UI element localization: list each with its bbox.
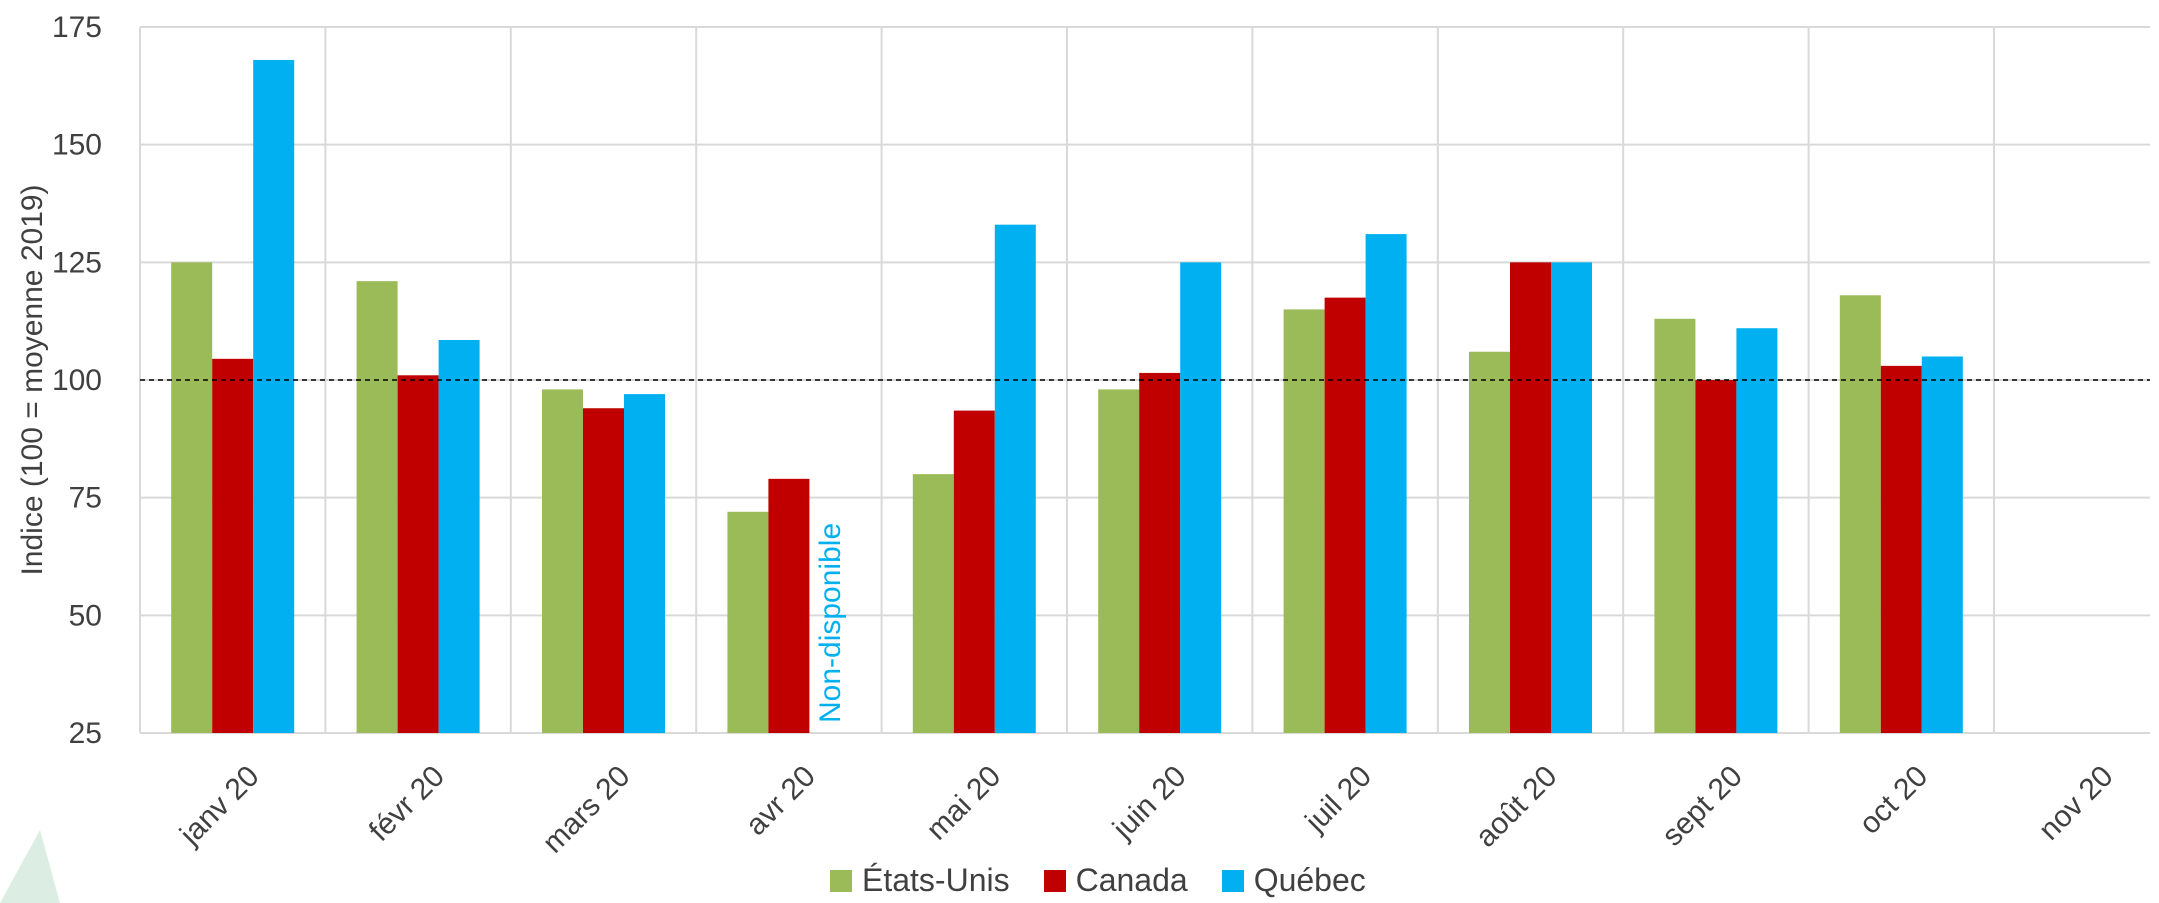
x-tick-label: juin 20 <box>1106 760 1193 847</box>
bars <box>171 59 1963 734</box>
bar <box>212 358 254 733</box>
chart-legend: États-Unis Canada Québec <box>830 862 1400 899</box>
x-tick-label: févr 20 <box>363 760 451 848</box>
x-tick-label: janv 20 <box>173 760 265 852</box>
bar <box>1839 295 1881 733</box>
bar <box>1098 389 1140 733</box>
bar <box>912 474 954 733</box>
y-tick-label: 25 <box>69 717 102 750</box>
x-tick-labels: janv 20 févr 20 mars 20 avr 20 mai 20 juin 20… <box>173 760 2119 860</box>
x-tick-label: juil 20 <box>1299 760 1378 839</box>
bar <box>171 262 213 733</box>
bar <box>542 389 583 733</box>
bar <box>583 408 624 733</box>
x-tick-label: avr 20 <box>740 760 822 842</box>
bar <box>356 281 398 733</box>
y-tick-labels: 25 50 75 100 125 150 175 <box>52 11 102 750</box>
bar <box>1695 380 1737 733</box>
legend-item: Québec <box>1221 862 1366 899</box>
x-tick-label: août 20 <box>1469 760 1563 854</box>
bar <box>1551 262 1592 733</box>
corner-decoration <box>0 830 60 903</box>
y-tick-label: 75 <box>69 482 102 515</box>
bar <box>624 394 665 733</box>
bar <box>253 59 295 734</box>
legend-swatch <box>1043 869 1066 892</box>
bar <box>1469 351 1510 733</box>
bar <box>953 410 995 733</box>
bar <box>397 375 439 733</box>
bar <box>1654 318 1696 733</box>
x-tick-label: nov 20 <box>2033 760 2120 847</box>
x-tick-label: mai 20 <box>920 760 1007 847</box>
bar <box>1880 365 1922 733</box>
legend-label: Canada <box>1075 862 1188 898</box>
bar <box>994 224 1036 733</box>
legend-label: Québec <box>1253 862 1366 898</box>
not-available-label: Non-disponible <box>814 523 847 723</box>
bar <box>768 478 810 733</box>
legend-item: Canada <box>1043 862 1188 899</box>
annotations: Non-disponible <box>814 523 847 723</box>
y-tick-label: 125 <box>52 246 102 279</box>
x-tick-label: sept 20 <box>1656 760 1749 853</box>
bar <box>1283 309 1325 733</box>
bar <box>1921 356 1963 733</box>
bar <box>1324 297 1366 733</box>
legend-label: États-Unis <box>862 862 1010 898</box>
bar <box>727 511 769 733</box>
x-tick-label: mars 20 <box>536 760 636 860</box>
y-tick-label: 175 <box>52 11 102 44</box>
bar <box>1139 372 1181 733</box>
x-tick-label: oct 20 <box>1853 760 1934 841</box>
bar <box>1365 234 1407 734</box>
legend-swatch <box>830 869 852 892</box>
y-tick-label: 100 <box>52 364 102 397</box>
bar <box>438 339 480 733</box>
y-tick-label: 50 <box>69 599 102 632</box>
bar <box>1510 262 1551 733</box>
legend-swatch <box>1221 869 1244 892</box>
bar <box>1736 328 1778 733</box>
y-axis-title: Indice (100 = moyenne 2019) <box>16 184 49 575</box>
y-tick-label: 150 <box>52 129 102 162</box>
bar <box>1180 262 1222 733</box>
legend-item: États-Unis <box>830 862 1010 899</box>
